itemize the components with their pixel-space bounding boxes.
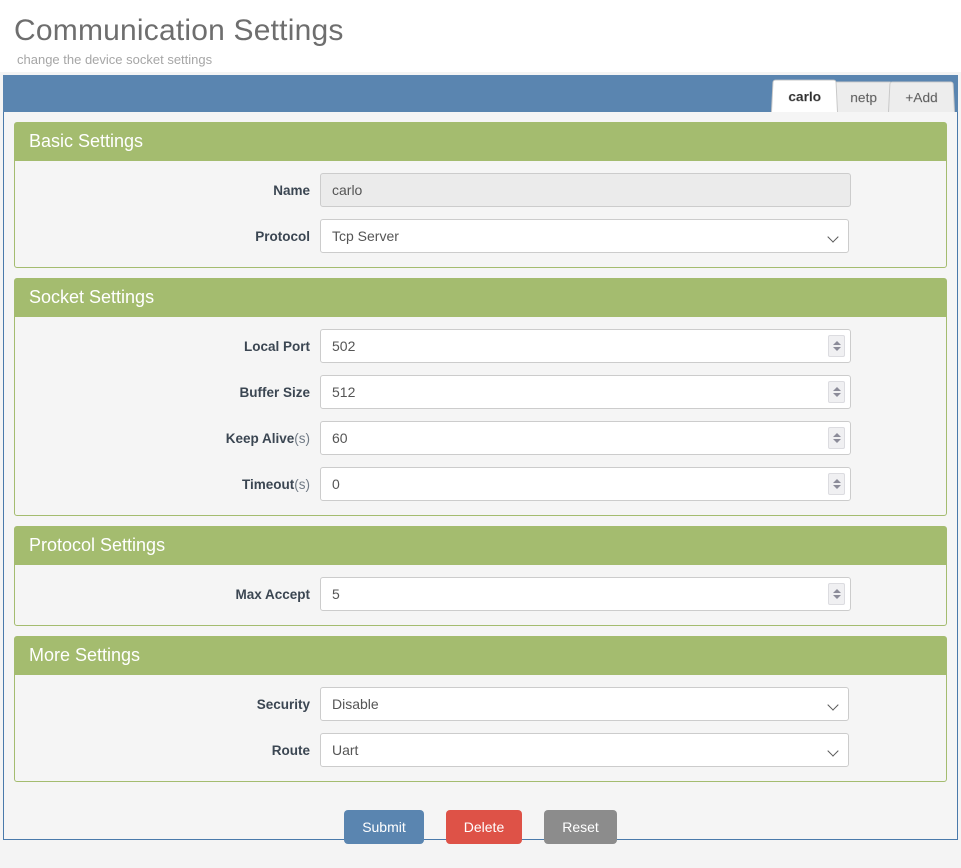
number-input-keep-alive[interactable]: 60: [320, 421, 851, 455]
chevron-down-icon[interactable]: [832, 439, 841, 443]
label-text: Buffer Size: [239, 384, 310, 400]
number-stepper[interactable]: [828, 583, 845, 605]
form-row: Route Uart: [15, 733, 946, 767]
field-label-route: Route: [15, 743, 320, 758]
field-control: 0: [320, 467, 851, 501]
tab-netp[interactable]: netp: [832, 81, 894, 112]
form-row: Max Accept 5: [15, 577, 946, 611]
field-label-max-accept: Max Accept: [15, 587, 320, 602]
label-text: Timeout: [241, 476, 295, 492]
delete-button[interactable]: Delete: [445, 810, 523, 844]
field-control: 502: [320, 329, 851, 363]
field-control: Disable: [320, 687, 851, 721]
label-suffix: (s): [294, 430, 310, 446]
tab-label: netp: [849, 89, 877, 106]
chevron-up-icon[interactable]: [832, 387, 841, 391]
field-label-timeout: Timeout(s): [15, 477, 320, 492]
tab-label: +Add: [905, 89, 938, 106]
select-protocol[interactable]: Tcp Server: [320, 219, 849, 253]
submit-button[interactable]: Submit: [344, 810, 424, 844]
select-route[interactable]: Uart: [320, 733, 849, 767]
panel-title: More Settings: [15, 637, 946, 675]
field-label-security: Security: [15, 697, 320, 712]
form-row: Name carlo: [15, 173, 946, 207]
select-security[interactable]: Disable: [320, 687, 849, 721]
number-stepper[interactable]: [828, 335, 845, 357]
form-actions: Submit Delete Reset: [4, 792, 957, 868]
panel-title: Protocol Settings: [15, 527, 946, 565]
label-text: Name: [273, 182, 310, 198]
label-text: Local Port: [243, 338, 310, 354]
label-text: Protocol: [255, 228, 310, 244]
label-suffix: (s): [294, 476, 310, 492]
number-input-buffer-size[interactable]: 512: [320, 375, 851, 409]
field-control: 512: [320, 375, 851, 409]
label-text: Max Accept: [235, 586, 310, 602]
panel-body: Security Disable Route Uart: [15, 675, 946, 781]
label-text: Keep Alive: [225, 430, 295, 446]
settings-form: Basic Settings Name carlo Protocol Tcp Serve…: [4, 112, 957, 782]
number-input-max-accept[interactable]: 5: [320, 577, 851, 611]
number-stepper[interactable]: [828, 427, 845, 449]
panel-body: Max Accept 5: [15, 565, 946, 625]
field-label-keep-alive: Keep Alive(s): [15, 431, 320, 446]
panel-more-settings: More Settings Security Disable Route Uart: [14, 636, 947, 782]
form-row: Local Port 502: [15, 329, 946, 363]
chevron-down-icon[interactable]: [832, 347, 841, 351]
form-row: Keep Alive(s) 60: [15, 421, 946, 455]
panel-title: Basic Settings: [15, 123, 946, 161]
number-input-timeout[interactable]: 0: [320, 467, 851, 501]
field-control: Tcp Server: [320, 219, 851, 253]
label-text: Security: [256, 696, 310, 712]
reset-button[interactable]: Reset: [544, 810, 617, 844]
form-row: Security Disable: [15, 687, 946, 721]
form-row: Protocol Tcp Server: [15, 219, 946, 253]
tab-list: carlo netp +Add: [771, 75, 955, 112]
chevron-up-icon[interactable]: [832, 589, 841, 593]
text-input-name: carlo: [320, 173, 851, 207]
number-stepper[interactable]: [828, 473, 845, 495]
panel-socket-settings: Socket Settings Local Port 502 Buffer Size 5…: [14, 278, 947, 516]
page-subtitle: change the device socket settings: [17, 52, 213, 67]
chevron-down-icon[interactable]: [832, 393, 841, 397]
panel-protocol-settings: Protocol Settings Max Accept 5: [14, 526, 947, 626]
chevron-up-icon[interactable]: [832, 479, 841, 483]
chevron-up-icon[interactable]: [832, 341, 841, 345]
field-control: 60: [320, 421, 851, 455]
settings-panel-container: carlo netp +Add Basic Settings Name carlo Pro…: [3, 75, 958, 844]
chevron-up-icon[interactable]: [832, 433, 841, 437]
form-row: Timeout(s) 0: [15, 467, 946, 501]
tab-add[interactable]: +Add: [887, 81, 955, 112]
page-header: Communication Settings change the device…: [0, 0, 961, 72]
field-label-local-port: Local Port: [15, 339, 320, 354]
field-label-buffer-size: Buffer Size: [15, 385, 320, 400]
field-label-protocol: Protocol: [15, 229, 320, 244]
tab-label: carlo: [788, 88, 822, 105]
label-text: Route: [271, 742, 310, 758]
field-control: 5: [320, 577, 851, 611]
page-title: Communication Settings: [14, 14, 344, 47]
panel-body: Name carlo Protocol Tcp Server: [15, 161, 946, 267]
chevron-down-icon[interactable]: [832, 595, 841, 599]
chevron-down-icon[interactable]: [832, 485, 841, 489]
form-row: Buffer Size 512: [15, 375, 946, 409]
field-control: carlo: [320, 173, 851, 207]
field-control: Uart: [320, 733, 851, 767]
number-stepper[interactable]: [828, 381, 845, 403]
panel-title: Socket Settings: [15, 279, 946, 317]
tab-bar: carlo netp +Add: [3, 75, 958, 112]
panel-body: Local Port 502 Buffer Size 512 Keep Alive(s)…: [15, 317, 946, 515]
tab-carlo[interactable]: carlo: [771, 79, 839, 112]
number-input-local-port[interactable]: 502: [320, 329, 851, 363]
field-label-name: Name: [15, 183, 320, 198]
panel-basic-settings: Basic Settings Name carlo Protocol Tcp Serve…: [14, 122, 947, 268]
